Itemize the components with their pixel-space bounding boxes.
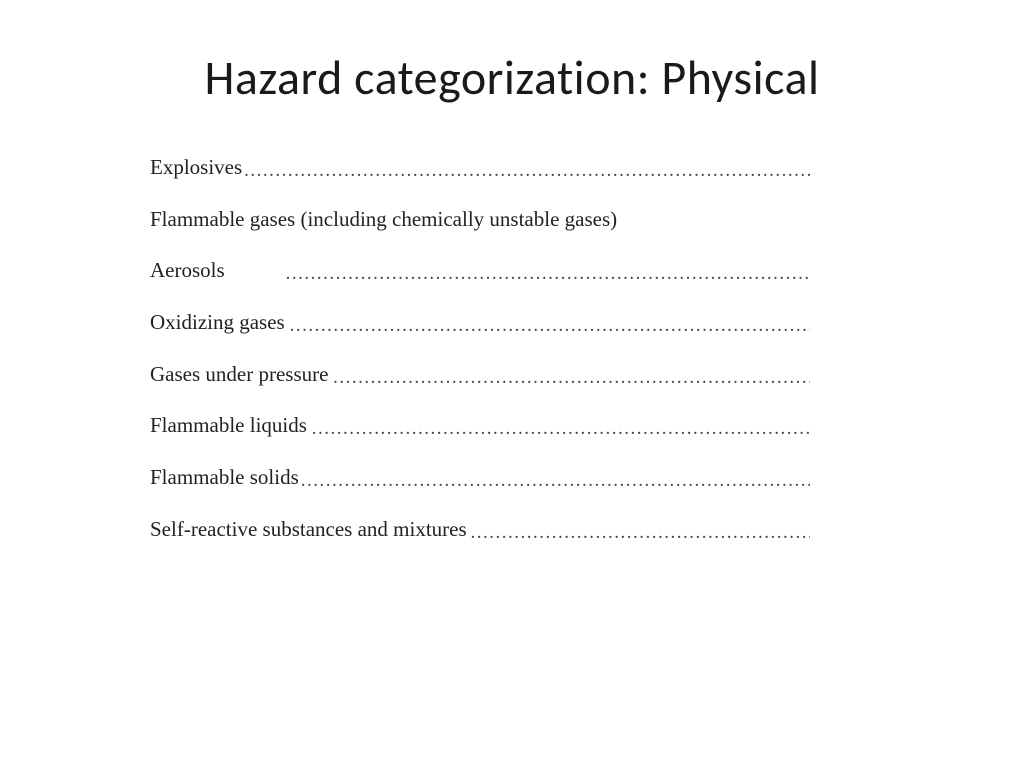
hazard-list-item: Flammable solids xyxy=(150,465,810,491)
leader-dots xyxy=(288,315,810,336)
hazard-item-label: Flammable gases (including chemically un… xyxy=(150,207,617,232)
slide-title: Hazard categorization: Physical xyxy=(0,48,1024,107)
hazard-list-item: Aerosols xyxy=(150,258,810,284)
hazard-item-label: Flammable solids xyxy=(150,465,299,490)
hazard-item-label: Self-reactive substances and mixtures xyxy=(150,517,467,542)
hazard-list: Explosives Flammable gases (including che… xyxy=(150,155,810,543)
hazard-list-item: Self-reactive substances and mixtures xyxy=(150,517,810,543)
slide: Hazard categorization: Physical Explosiv… xyxy=(0,0,1024,768)
hazard-item-label: Explosives xyxy=(150,155,242,180)
hazard-list-item: Oxidizing gases xyxy=(150,310,810,336)
hazard-list-item: Flammable liquids xyxy=(150,413,810,439)
hazard-item-label: Oxidizing gases xyxy=(150,310,285,335)
leader-dots xyxy=(299,470,810,491)
leader-dots xyxy=(284,263,810,284)
hazard-item-label: Aerosols xyxy=(150,258,225,283)
hazard-list-item: Flammable gases (including chemically un… xyxy=(150,207,810,232)
hazard-list-item: Gases under pressure xyxy=(150,362,810,388)
hazard-item-label: Flammable liquids xyxy=(150,413,307,438)
leader-dots xyxy=(331,367,810,388)
leader-dots xyxy=(469,522,810,543)
leader-dots xyxy=(310,418,810,439)
hazard-list-item: Explosives xyxy=(150,155,810,181)
hazard-item-label: Gases under pressure xyxy=(150,362,328,387)
leader-dots xyxy=(242,160,810,181)
